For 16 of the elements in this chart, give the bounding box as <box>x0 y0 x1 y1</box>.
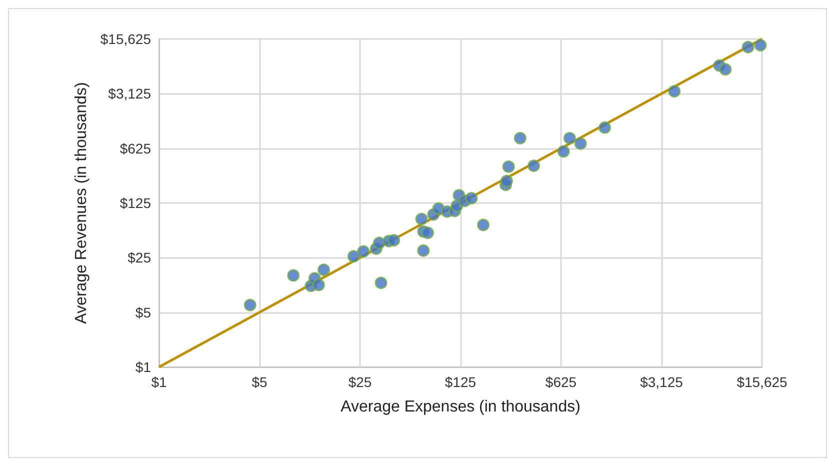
x-tick-label: $3,125 <box>640 374 684 390</box>
y-tick-label: $625 <box>120 140 152 156</box>
x-tick-label: $5 <box>252 374 268 390</box>
y-tick-label: $3,125 <box>108 86 152 102</box>
x-tick-label: $1 <box>151 374 167 390</box>
y-tick-label: $125 <box>120 195 152 211</box>
x-tick-label: $25 <box>348 374 372 390</box>
x-axis-title: Average Expenses (in thousands) <box>340 398 580 416</box>
y-axis-title: Average Revenues (in thousands) <box>72 82 90 324</box>
y-tick-label: $1 <box>135 359 152 375</box>
x-tick-label: $125 <box>444 374 476 390</box>
x-tick-label: $625 <box>545 374 577 390</box>
y-tick-label: $15,625 <box>100 31 152 47</box>
x-tick-label: $15,625 <box>736 374 788 390</box>
y-tick-label: $25 <box>128 250 152 266</box>
y-tick-label: $5 <box>135 304 152 320</box>
